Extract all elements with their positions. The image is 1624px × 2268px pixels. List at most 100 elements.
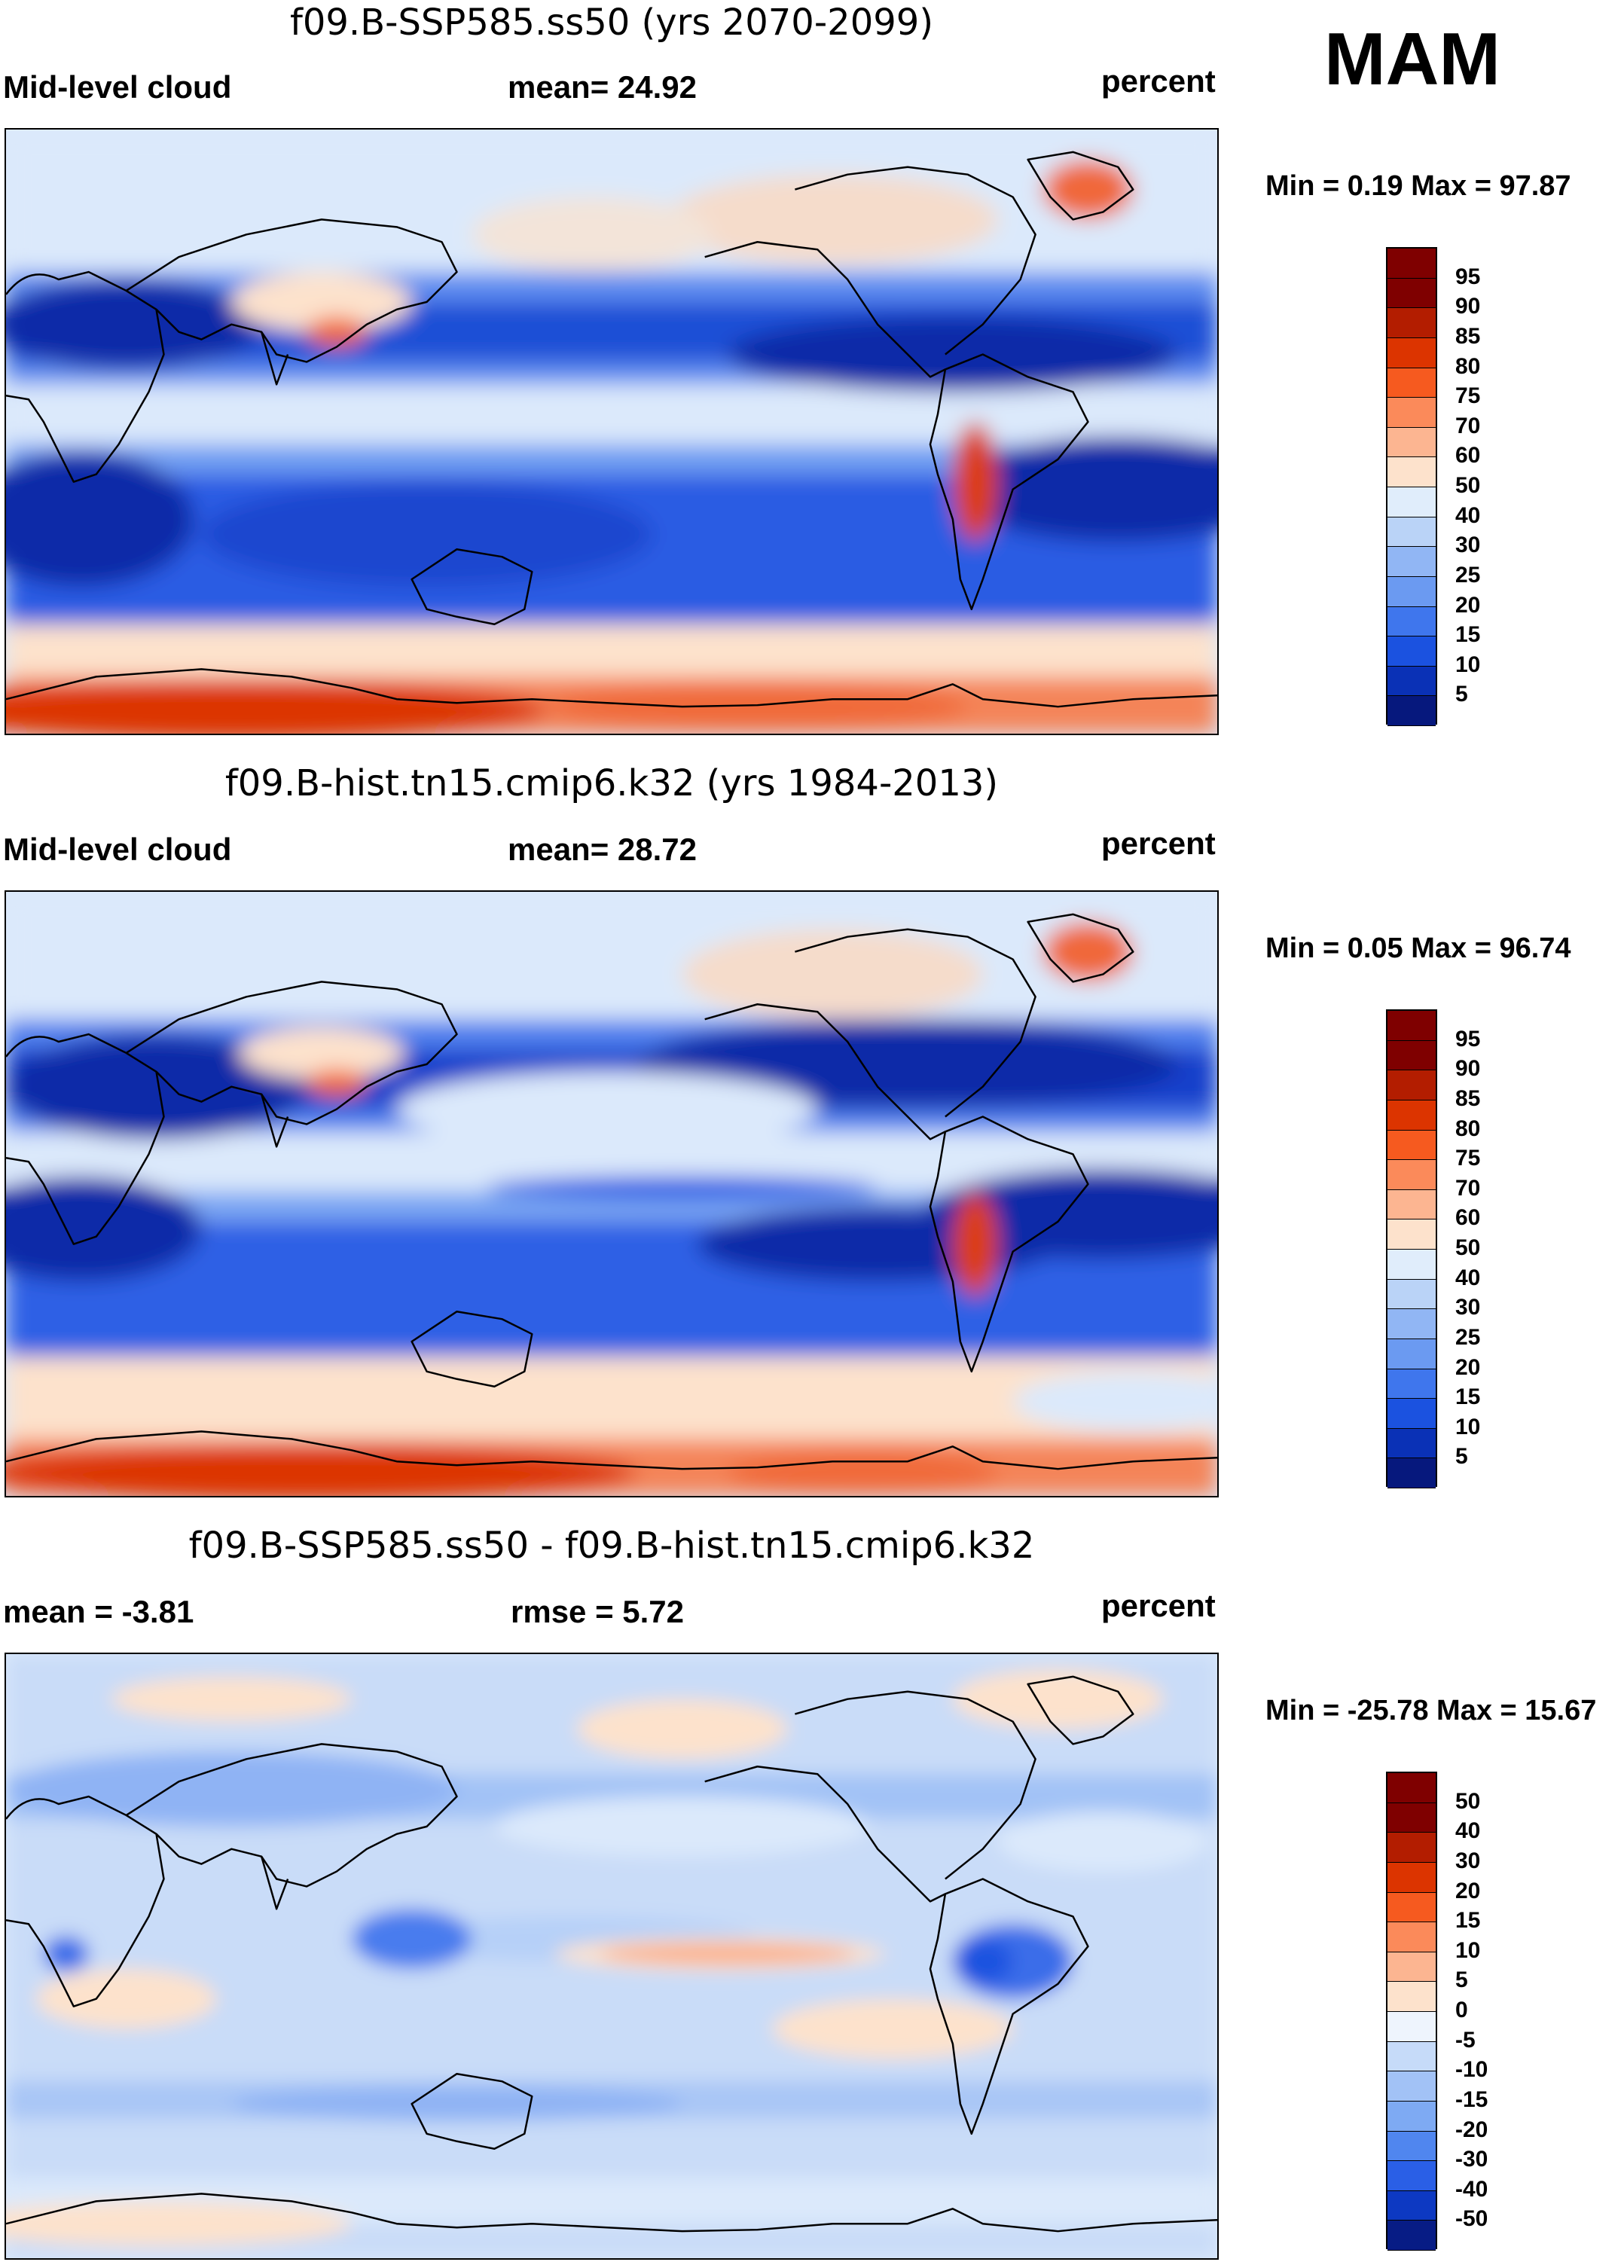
colorbar-swatch (1387, 427, 1436, 458)
colorbar-swatch (1387, 1773, 1436, 1803)
colorbar-tick-label: 40 (1455, 1818, 1481, 1844)
colorbar-tick-label: 80 (1455, 1116, 1481, 1141)
colorbar-tick-label: 50 (1455, 1235, 1481, 1260)
colorbar-tick-label: 0 (1455, 1998, 1468, 2022)
colorbar-tick-label: 85 (1455, 323, 1481, 349)
colorbar-tick-label: 5 (1455, 1967, 1468, 1993)
colorbar-swatch (1387, 1070, 1436, 1100)
colorbar-tick-label: -15 (1455, 2086, 1488, 2112)
colorbar-swatch (1387, 2131, 1436, 2162)
panel-3-minmax: Min = -25.78 Max = 15.67 (1265, 1695, 1597, 1726)
colorbar-swatch (1387, 249, 1436, 279)
colorbar-swatch (1387, 2012, 1436, 2042)
panel-3-rmse-label: rmse = 5.72 (511, 1594, 685, 1629)
colorbar-tick-label: 30 (1455, 1295, 1481, 1320)
colorbar-tick-label: 15 (1455, 622, 1481, 648)
colorbar-swatch (1387, 1100, 1436, 1131)
colorbar-swatch (1387, 1279, 1436, 1310)
colorbar-swatch (1387, 636, 1436, 667)
colorbar-tick-label: 90 (1455, 1056, 1481, 1082)
colorbar-swatch (1387, 606, 1436, 637)
panel-2-units-label: percent (1101, 826, 1216, 861)
colorbar-tick-label: 15 (1455, 1908, 1481, 1934)
colorbar-tick-label: 50 (1455, 1788, 1481, 1814)
colorbar-tick-label: -10 (1455, 2057, 1488, 2083)
colorbar-swatch (1387, 1922, 1436, 1952)
colorbar-tick-label: 5 (1455, 1444, 1468, 1470)
colorbar-swatch (1387, 1458, 1436, 1488)
colorbar-tick-label: 75 (1455, 383, 1481, 409)
panel-3-map (5, 1653, 1219, 2260)
panel-1-title: f09.B-SSP585.ss50 (yrs 2070-2099) (289, 2, 934, 44)
colorbar-swatch (1387, 457, 1436, 487)
colorbar-tick-label: 50 (1455, 473, 1481, 498)
colorbar-swatch (1387, 1982, 1436, 2012)
colorbar-tick-label: 40 (1455, 502, 1481, 528)
panel-1-mean-label: mean= 24.92 (508, 69, 698, 105)
colorbar-swatch (1387, 1160, 1436, 1190)
colorbar-tick-label: 15 (1455, 1384, 1481, 1410)
colorbar-swatch (1387, 1952, 1436, 1983)
colorbar-tick-label: -5 (1455, 2027, 1476, 2053)
colorbar-tick-label: 30 (1455, 1848, 1481, 1873)
colorbar-tick-label: 25 (1455, 1324, 1481, 1350)
colorbar-swatch (1387, 398, 1436, 428)
colorbar-tick-label: 95 (1455, 1026, 1481, 1052)
colorbar-tick-label: 95 (1455, 264, 1481, 289)
colorbar-swatch (1387, 2041, 1436, 2072)
colorbar-swatch (1387, 278, 1436, 309)
panel-2-minmax: Min = 0.05 Max = 96.74 (1265, 933, 1571, 964)
colorbar-tick-label: 20 (1455, 1878, 1481, 1903)
colorbar-tick-label: 75 (1455, 1146, 1481, 1171)
colorbar-tick-label: 10 (1455, 652, 1481, 677)
colorbar-swatch (1387, 2161, 1436, 2191)
colorbar-swatch (1387, 2101, 1436, 2132)
panel-2-colorbar (1386, 1009, 1437, 1488)
colorbar-tick-label: 85 (1455, 1085, 1481, 1111)
colorbar-swatch (1387, 1189, 1436, 1220)
colorbar-swatch (1387, 547, 1436, 577)
colorbar-tick-label: 10 (1455, 1937, 1481, 1963)
panel-2-map (5, 890, 1219, 1497)
season-label: MAM (1324, 17, 1501, 100)
colorbar-swatch (1387, 1369, 1436, 1400)
panel-1-colorbar (1386, 247, 1437, 726)
colorbar-tick-label: 70 (1455, 1175, 1481, 1201)
colorbar-swatch (1387, 1802, 1436, 1833)
colorbar-swatch (1387, 1892, 1436, 1923)
colorbar-swatch (1387, 1862, 1436, 1893)
colorbar-tick-label: 25 (1455, 562, 1481, 588)
colorbar-tick-label: -20 (1455, 2117, 1488, 2142)
panel-2-mean-label: mean= 28.72 (508, 832, 698, 867)
colorbar-swatch (1387, 2071, 1436, 2102)
panel-1-variable-label: Mid-level cloud (3, 69, 232, 105)
panel-1-units-label: percent (1101, 63, 1216, 99)
panel-2-title: f09.B-hist.tn15.cmip6.k32 (yrs 1984-2013… (224, 762, 999, 804)
colorbar-swatch (1387, 1040, 1436, 1071)
colorbar-tick-label: 70 (1455, 413, 1481, 438)
colorbar-swatch (1387, 1428, 1436, 1459)
colorbar-swatch (1387, 337, 1436, 368)
colorbar-swatch (1387, 1399, 1436, 1429)
colorbar-swatch (1387, 1309, 1436, 1339)
colorbar-tick-label: 30 (1455, 533, 1481, 558)
colorbar-tick-label: 60 (1455, 1205, 1481, 1231)
colorbar-swatch (1387, 576, 1436, 607)
colorbar-swatch (1387, 517, 1436, 548)
panel-1-map (5, 128, 1219, 735)
colorbar-tick-label: 20 (1455, 1354, 1481, 1380)
colorbar-swatch (1387, 696, 1436, 726)
colorbar-swatch (1387, 2190, 1436, 2221)
colorbar-swatch (1387, 1219, 1436, 1250)
colorbar-swatch (1387, 1250, 1436, 1280)
colorbar-tick-label: 40 (1455, 1265, 1481, 1290)
colorbar-swatch (1387, 487, 1436, 517)
colorbar-swatch (1387, 666, 1436, 697)
panel-3-title: f09.B-SSP585.ss50 - f09.B-hist.tn15.cmip… (188, 1525, 1035, 1567)
panel-3-colorbar (1386, 1772, 1437, 2251)
panel-1-minmax: Min = 0.19 Max = 97.87 (1265, 170, 1571, 202)
colorbar-tick-label: 5 (1455, 682, 1468, 707)
colorbar-tick-label: -30 (1455, 2147, 1488, 2172)
colorbar-swatch (1387, 1011, 1436, 1041)
colorbar-swatch (1387, 368, 1436, 398)
